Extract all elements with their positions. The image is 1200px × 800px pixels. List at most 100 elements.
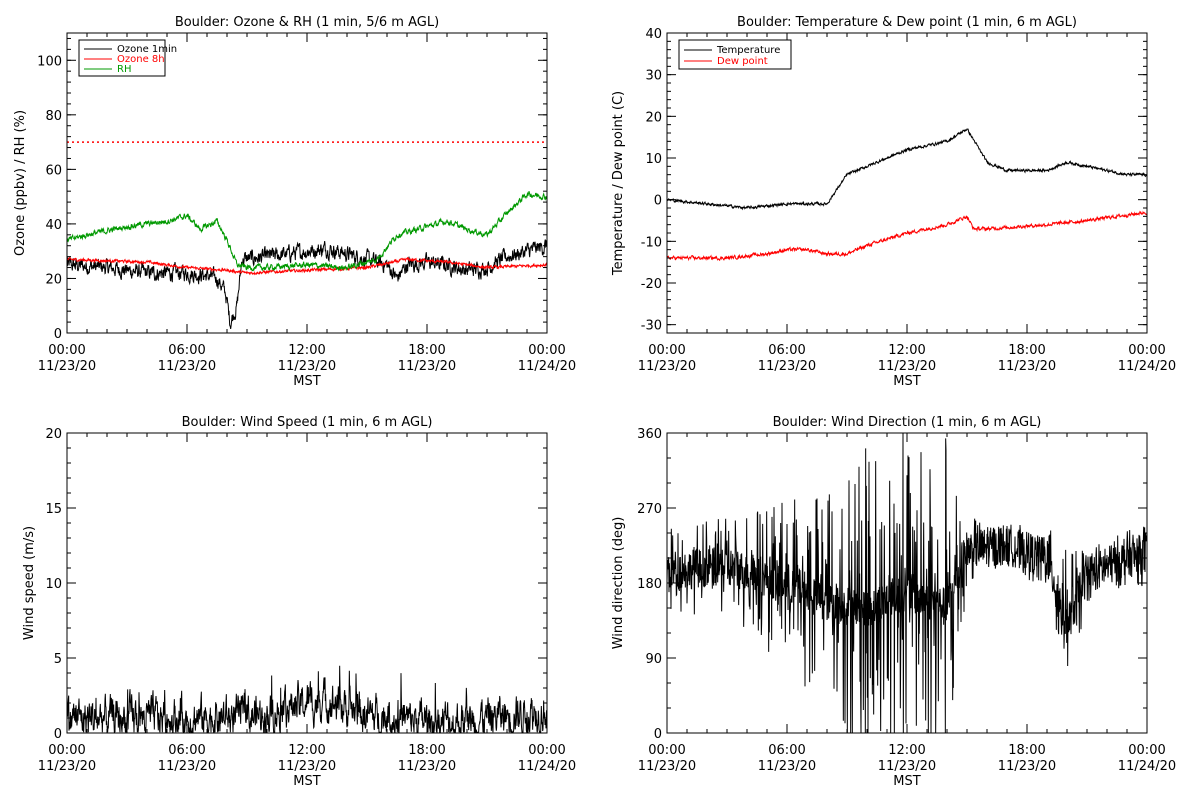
- y-tick-label: -20: [641, 277, 662, 292]
- x-axis-label: MST: [293, 774, 320, 789]
- x-tick-time-label: 12:00: [888, 743, 925, 758]
- x-tick-date-label: 11/23/20: [38, 759, 96, 774]
- series-line-ozone-1min: [67, 239, 547, 329]
- y-axis-label: Ozone (ppbv) / RH (%): [13, 110, 28, 256]
- legend-label-ozone-1min: Ozone 1min: [117, 44, 177, 55]
- x-axis-label: MST: [293, 374, 320, 389]
- x-tick-date-label: 11/23/20: [398, 359, 456, 374]
- series-line-ozone-8h: [67, 256, 547, 276]
- x-tick-date-label: 11/23/20: [38, 359, 96, 374]
- x-tick-time-label: 00:00: [648, 343, 685, 358]
- plot-data: [67, 141, 547, 329]
- series-line-series-1: [667, 433, 1147, 733]
- chart-title: Boulder: Ozone & RH (1 min, 5/6 m AGL): [175, 15, 439, 30]
- y-tick-label: 0: [654, 194, 662, 209]
- y-tick-label: 0: [54, 327, 62, 342]
- wind-speed-chart: Boulder: Wind Speed (1 min, 6 m AGL) Win…: [22, 415, 576, 789]
- y-tick-label: 40: [45, 218, 62, 233]
- x-axis-label: MST: [893, 774, 920, 789]
- x-tick-date-label: 11/24/20: [518, 359, 576, 374]
- x-tick-date-label: 11/23/20: [758, 759, 816, 774]
- x-tick-date-label: 11/23/20: [878, 359, 936, 374]
- y-tick-label: 20: [645, 110, 662, 125]
- x-tick-time-label: 00:00: [1128, 343, 1165, 358]
- y-tick-label: 270: [637, 502, 662, 517]
- x-tick-date-label: 11/23/20: [278, 359, 336, 374]
- x-tick-date-label: 11/23/20: [278, 759, 336, 774]
- plot-data: [667, 433, 1147, 733]
- chart-title: Boulder: Temperature & Dew point (1 min,…: [737, 15, 1077, 30]
- y-axis-label: Wind direction (deg): [611, 517, 626, 650]
- y-tick-label: 5: [54, 652, 62, 667]
- x-tick-time-label: 18:00: [1008, 743, 1045, 758]
- series-line-temperature: [667, 128, 1147, 211]
- y-tick-label: 20: [45, 427, 62, 442]
- y-tick-label: 30: [645, 69, 662, 84]
- y-tick-label: 0: [54, 727, 62, 742]
- temperature-dewpoint-chart: Boulder: Temperature & Dew point (1 min,…: [611, 15, 1176, 389]
- legend-label-temperature: Temperature: [716, 45, 780, 56]
- x-tick-time-label: 06:00: [768, 743, 805, 758]
- y-tick-label: 15: [45, 502, 62, 517]
- y-tick-label: 180: [637, 577, 662, 592]
- series-line-series-1: [67, 665, 547, 733]
- x-tick-time-label: 18:00: [408, 743, 445, 758]
- legend: Ozone 1min Ozone 8h RH: [78, 39, 177, 77]
- x-tick-time-label: 00:00: [48, 343, 85, 358]
- legend-box: [678, 39, 792, 70]
- y-tick-label: 100: [37, 54, 62, 69]
- x-tick-time-label: 18:00: [408, 343, 445, 358]
- y-tick-label: -30: [641, 319, 662, 334]
- x-tick-date-label: 11/23/20: [158, 759, 216, 774]
- x-tick-date-label: 11/23/20: [998, 759, 1056, 774]
- x-tick-time-label: 00:00: [48, 743, 85, 758]
- x-tick-time-label: 00:00: [1128, 743, 1165, 758]
- chart-title: Boulder: Wind Direction (1 min, 6 m AGL): [773, 415, 1042, 430]
- y-tick-label: 60: [45, 163, 62, 178]
- x-tick-date-label: 11/23/20: [998, 359, 1056, 374]
- legend-label-dew-point: Dew point: [717, 56, 768, 67]
- y-axis-label: Wind speed (m/s): [22, 526, 37, 640]
- x-tick-date-label: 11/23/20: [638, 359, 696, 374]
- x-tick-time-label: 12:00: [288, 343, 325, 358]
- x-tick-time-label: 00:00: [528, 743, 565, 758]
- legend: Temperature Dew point: [678, 39, 792, 70]
- x-tick-time-label: 06:00: [168, 743, 205, 758]
- x-tick-time-label: 12:00: [288, 743, 325, 758]
- y-tick-label: 20: [45, 272, 62, 287]
- x-tick-date-label: 11/23/20: [638, 759, 696, 774]
- x-tick-date-label: 11/23/20: [158, 359, 216, 374]
- x-axis-label: MST: [893, 374, 920, 389]
- y-tick-label: 0: [654, 727, 662, 742]
- x-tick-time-label: 12:00: [888, 343, 925, 358]
- y-tick-label: 90: [645, 652, 662, 667]
- x-tick-date-label: 11/24/20: [518, 759, 576, 774]
- y-tick-label: 80: [45, 109, 62, 124]
- ozone-rh-chart: Boulder: Ozone & RH (1 min, 5/6 m AGL) O…: [13, 15, 576, 389]
- y-tick-label: 10: [45, 577, 62, 592]
- x-tick-date-label: 11/23/20: [758, 359, 816, 374]
- y-axis-label: Temperature / Dew point (C): [611, 91, 626, 276]
- plot-data: [667, 128, 1147, 262]
- chart-title: Boulder: Wind Speed (1 min, 6 m AGL): [182, 415, 433, 430]
- series-line-dew-point: [667, 210, 1147, 262]
- x-tick-time-label: 00:00: [528, 343, 565, 358]
- x-tick-date-label: 11/23/20: [398, 759, 456, 774]
- y-tick-label: 10: [645, 152, 662, 167]
- x-tick-time-label: 06:00: [768, 343, 805, 358]
- wind-direction-chart: Boulder: Wind Direction (1 min, 6 m AGL)…: [611, 415, 1176, 789]
- x-tick-date-label: 11/23/20: [878, 759, 936, 774]
- x-tick-date-label: 11/24/20: [1118, 759, 1176, 774]
- x-tick-time-label: 00:00: [648, 743, 685, 758]
- legend-box: [78, 39, 166, 77]
- y-tick-label: 360: [637, 427, 662, 442]
- x-tick-time-label: 06:00: [168, 343, 205, 358]
- legend-label-ozone-8h: Ozone 8h: [117, 54, 165, 65]
- legend-label-rh: RH: [117, 64, 131, 75]
- x-tick-date-label: 11/24/20: [1118, 359, 1176, 374]
- plot-data: [67, 665, 547, 733]
- y-tick-label: 40: [645, 27, 662, 42]
- y-tick-label: -10: [641, 235, 662, 250]
- x-tick-time-label: 18:00: [1008, 343, 1045, 358]
